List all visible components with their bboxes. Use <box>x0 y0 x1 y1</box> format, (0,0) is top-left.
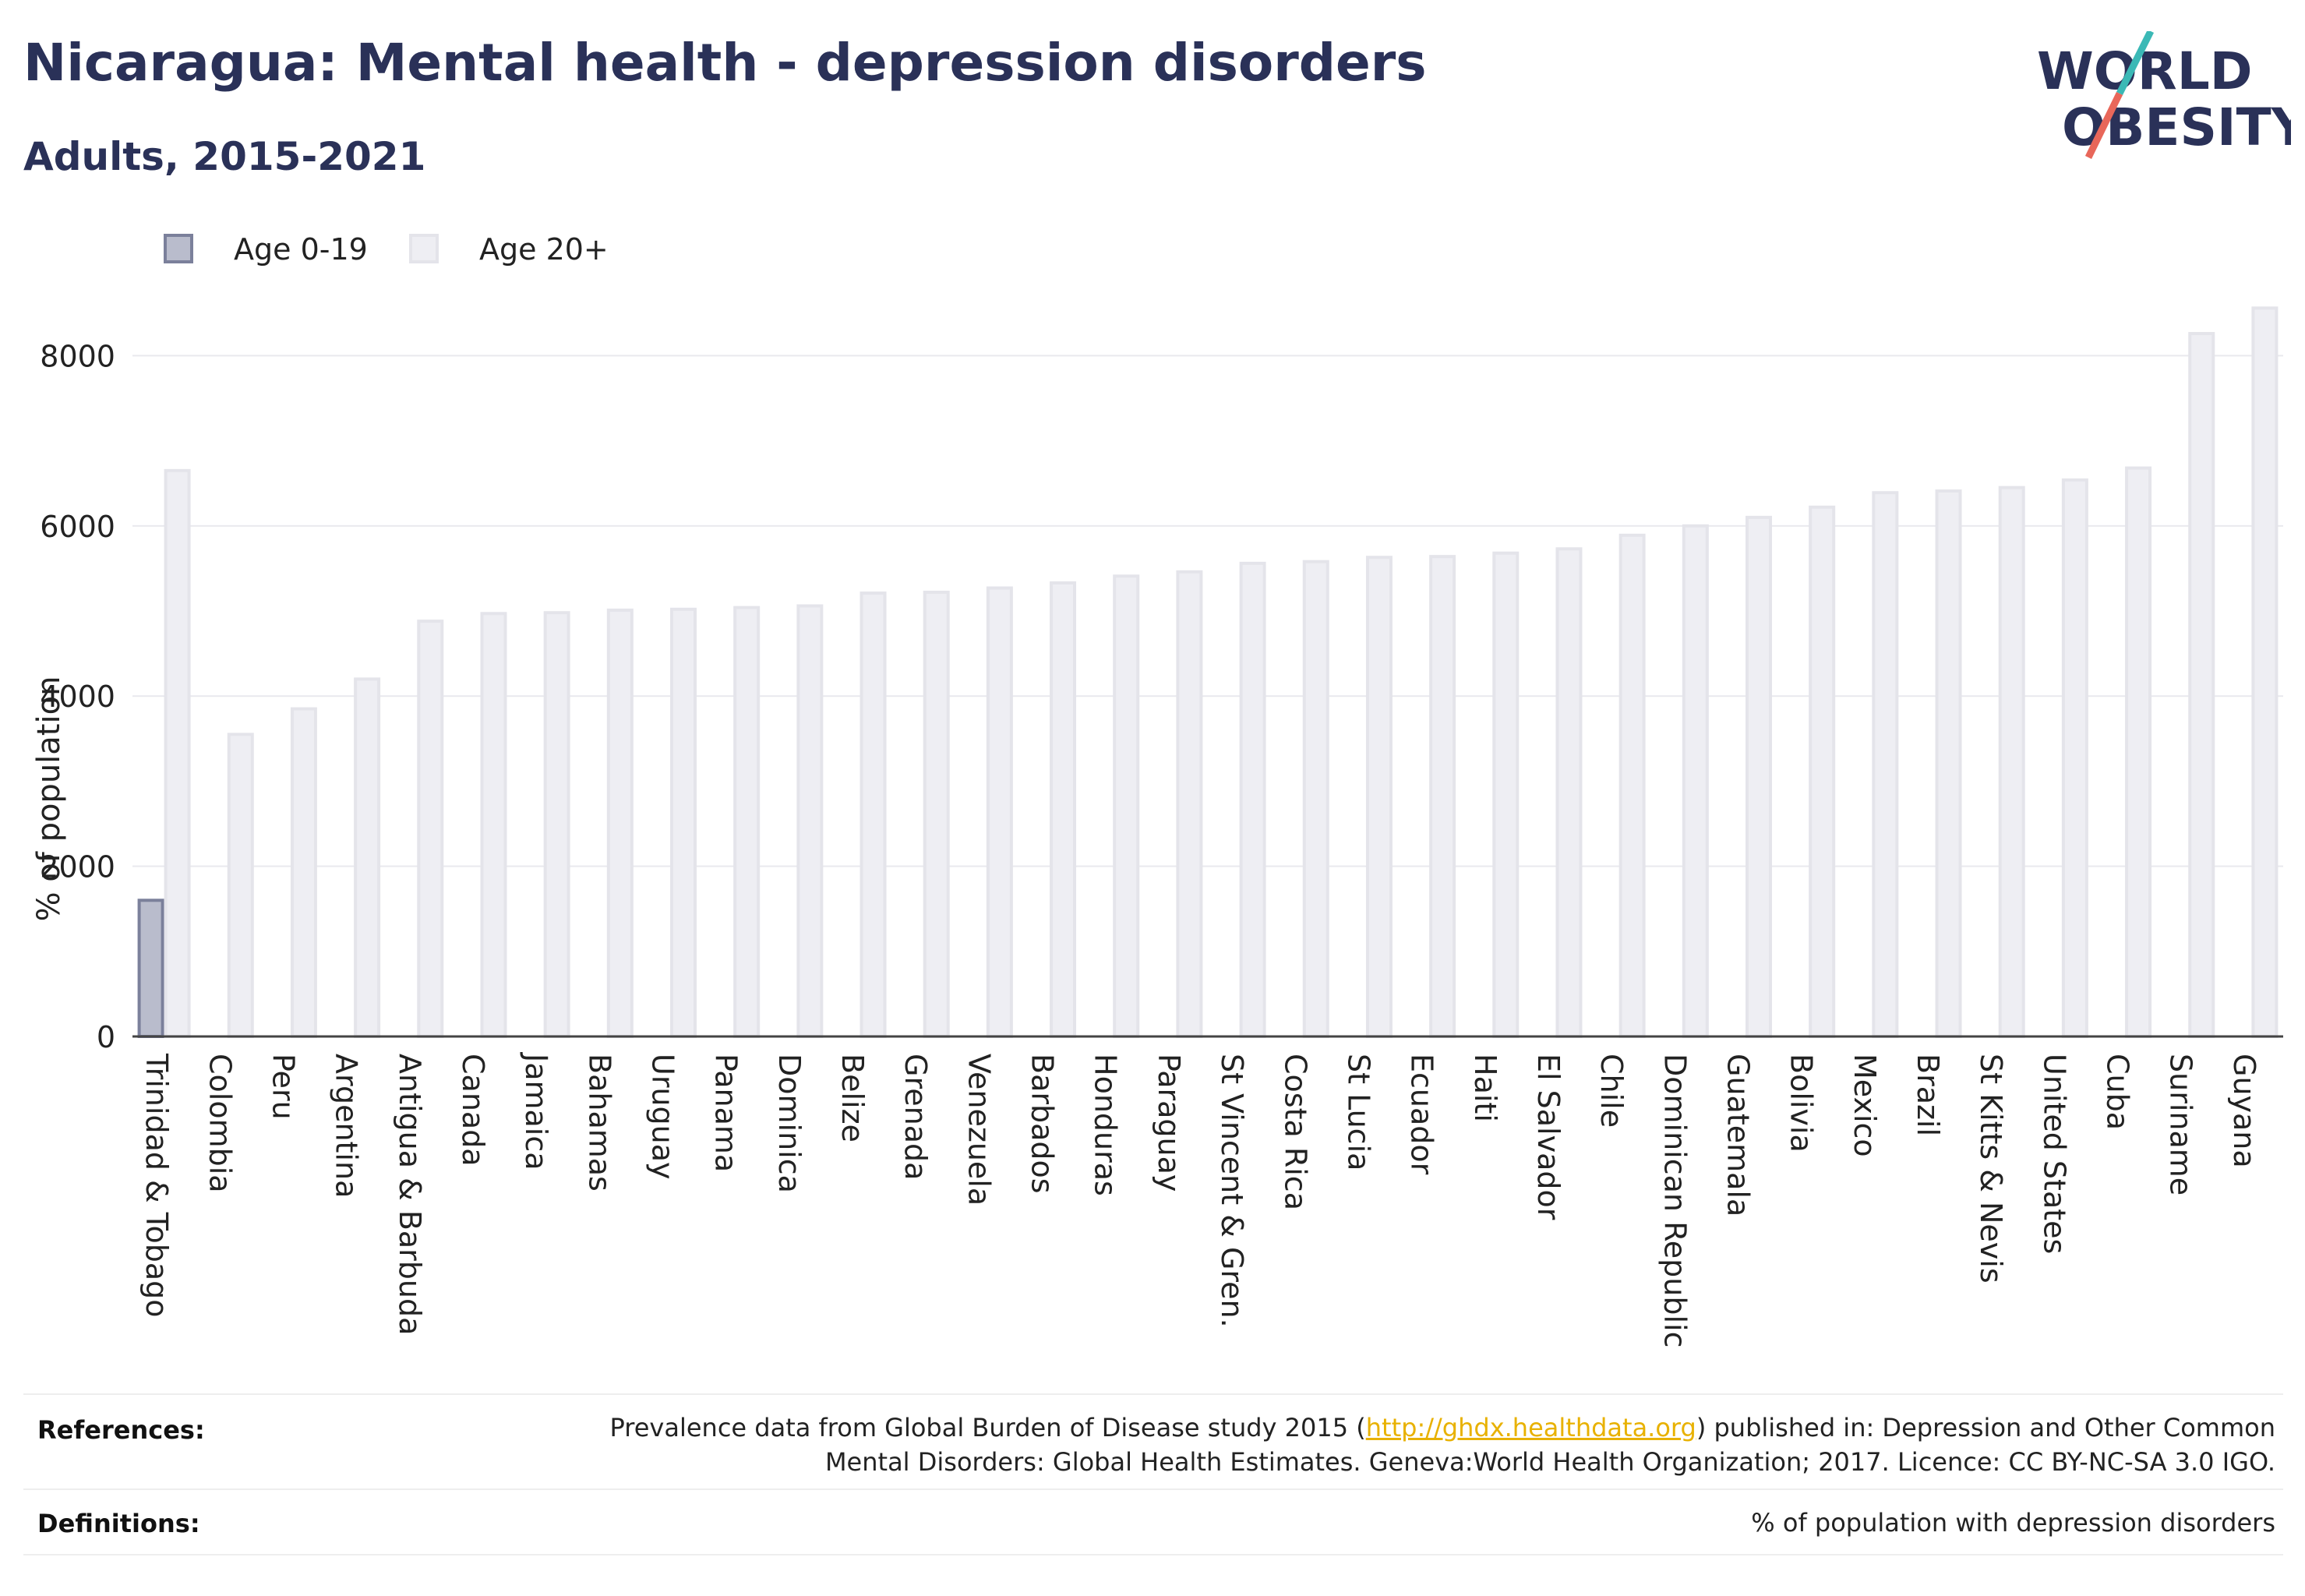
bar-age-20-plus[interactable] <box>860 591 887 1038</box>
x-tick-label: Ecuador <box>1405 1054 1439 1175</box>
x-tick-label: St Lucia <box>1341 1054 1375 1171</box>
bar-age-20-plus[interactable] <box>1239 561 1266 1039</box>
x-tick-label: Antigua & Barbuda <box>393 1054 427 1335</box>
y-axis-ticks: 0 2000 4000 6000 8000 <box>40 339 115 1054</box>
legend-swatch-age-20-plus <box>409 234 439 263</box>
bars <box>137 306 2279 1039</box>
x-tick-label: Costa Rica <box>1278 1054 1312 1210</box>
legend-swatch-age-0-19 <box>164 234 193 263</box>
bar-age-20-plus[interactable] <box>227 733 254 1038</box>
references-pre: Prevalence data from Global Burden of Di… <box>609 1413 1366 1442</box>
bar-age-20-plus[interactable] <box>796 604 824 1038</box>
bar-age-20-plus[interactable] <box>1365 556 1393 1039</box>
x-tick-label: Uruguay <box>646 1054 680 1180</box>
bar-age-20-plus[interactable] <box>606 608 634 1038</box>
bar-age-20-plus[interactable] <box>354 677 381 1038</box>
x-tick-label: St Vincent & Gren. <box>1215 1054 1249 1328</box>
y-axis-label: % of population <box>31 676 67 922</box>
references-line2: Mental Disorders: Global Health Estimate… <box>824 1447 2275 1477</box>
x-axis-ticks: Trinidad & Tobago Colombia Peru Argentina An… <box>139 1052 2261 1347</box>
bar-age-20-plus[interactable] <box>290 707 317 1039</box>
references-row: References: Prevalence data from Global … <box>23 1393 2283 1490</box>
x-tick-label: Honduras <box>1089 1054 1123 1196</box>
x-tick-label: Haiti <box>1468 1054 1502 1122</box>
bar-age-20-plus[interactable] <box>164 468 191 1038</box>
x-tick-label: Argentina <box>330 1054 364 1198</box>
x-tick-label: Grenada <box>898 1054 933 1180</box>
bar-age-20-plus[interactable] <box>1872 491 1899 1038</box>
bar-age-20-plus[interactable] <box>1555 547 1583 1038</box>
x-tick-label: Venezuela <box>962 1054 996 1206</box>
x-tick-label: Colombia <box>203 1054 237 1193</box>
x-tick-label: Trinidad & Tobago <box>139 1053 174 1318</box>
references-post: ) published in: Depression and Other Com… <box>1696 1413 2275 1442</box>
x-tick-label: Guatemala <box>1721 1054 1756 1216</box>
bar-age-20-plus[interactable] <box>1618 533 1646 1039</box>
definitions-row: Definitions: % of population with depres… <box>23 1488 2283 1555</box>
x-tick-label: Belize <box>835 1054 870 1142</box>
bar-age-20-plus[interactable] <box>480 612 507 1039</box>
bar-age-20-plus[interactable] <box>417 620 444 1038</box>
legend-label-age-20-plus: Age 20+ <box>479 232 609 267</box>
bar-age-20-plus[interactable] <box>733 606 761 1039</box>
x-tick-label: Chile <box>1594 1054 1629 1128</box>
y-tick-label: 6000 <box>40 510 115 544</box>
bar-age-20-plus[interactable] <box>923 591 950 1038</box>
bar-age-20-plus[interactable] <box>1935 489 1962 1038</box>
references-link[interactable]: http://ghdx.healthdata.org <box>1365 1413 1696 1442</box>
definitions-label: Definitions: <box>37 1509 200 1538</box>
bar-age-20-plus[interactable] <box>543 611 570 1038</box>
chart-title: Nicaragua: Mental health - depression di… <box>23 33 1427 93</box>
y-tick-label: 0 <box>97 1020 115 1054</box>
x-tick-label: Brazil <box>1911 1054 1945 1136</box>
bar-age-20-plus[interactable] <box>2061 478 2088 1039</box>
x-tick-label: Dominica <box>772 1054 807 1193</box>
references-text: Prevalence data from Global Burden of Di… <box>610 1411 2275 1479</box>
bar-age-20-plus[interactable] <box>986 586 1013 1038</box>
logo-slash-bottom <box>2084 92 2123 159</box>
definitions-text: % of population with depression disorder… <box>1751 1508 2275 1538</box>
x-tick-label: Bahamas <box>582 1054 616 1192</box>
chart-subtitle: Adults, 2015-2021 <box>23 134 426 179</box>
bar-age-20-plus[interactable] <box>1302 560 1329 1039</box>
bar-age-0-19[interactable] <box>137 899 164 1038</box>
bar-age-20-plus[interactable] <box>1492 551 1520 1038</box>
world-obesity-logo: WORLD OBESITY <box>2037 31 2291 159</box>
bar-age-20-plus[interactable] <box>1176 570 1203 1038</box>
legend-label-age-0-19: Age 0-19 <box>234 232 368 267</box>
bar-age-20-plus[interactable] <box>2188 332 2215 1039</box>
x-tick-label: United States <box>2037 1054 2071 1254</box>
y-tick-label: 2000 <box>40 850 115 885</box>
bar-age-20-plus[interactable] <box>670 607 697 1039</box>
x-tick-label: Mexico <box>1848 1054 1882 1157</box>
bar-age-20-plus[interactable] <box>2125 466 2152 1038</box>
x-tick-label: Guyana <box>2227 1054 2261 1168</box>
bar-age-20-plus[interactable] <box>1746 515 1772 1039</box>
y-tick-label: 8000 <box>40 339 115 373</box>
x-tick-label: Bolivia <box>1784 1054 1819 1153</box>
x-tick-label: Panama <box>709 1054 743 1172</box>
bar-age-20-plus[interactable] <box>1998 486 2025 1039</box>
y-tick-label: 4000 <box>40 680 115 714</box>
logo-line1: WORLD <box>2037 41 2253 101</box>
x-tick-label: Dominican Republic <box>1657 1054 1692 1347</box>
bar-age-20-plus[interactable] <box>1682 524 1709 1038</box>
x-tick-label: St Kitts & Nevis <box>1974 1054 2008 1284</box>
x-tick-label: Suriname <box>2164 1054 2198 1195</box>
x-tick-label: Peru <box>266 1054 300 1120</box>
bar-age-20-plus[interactable] <box>1429 555 1456 1038</box>
bar-age-20-plus[interactable] <box>1113 574 1140 1038</box>
bar-age-20-plus[interactable] <box>1809 505 1836 1038</box>
references-label: References: <box>37 1415 205 1445</box>
x-tick-label: Cuba <box>2101 1054 2135 1130</box>
bar-age-20-plus[interactable] <box>1050 581 1077 1038</box>
bar-chart: 0 2000 4000 6000 8000 Trinidad & Tobago Colom… <box>31 306 2283 1347</box>
logo-slash-top <box>2116 31 2155 96</box>
x-tick-label: Paraguay <box>1152 1054 1186 1192</box>
x-tick-label: Canada <box>456 1054 490 1167</box>
x-tick-label: Barbados <box>1025 1054 1060 1194</box>
x-tick-label: Jamaica <box>519 1052 553 1171</box>
x-tick-label: El Salvador <box>1531 1054 1565 1220</box>
bar-age-20-plus[interactable] <box>2251 306 2279 1039</box>
